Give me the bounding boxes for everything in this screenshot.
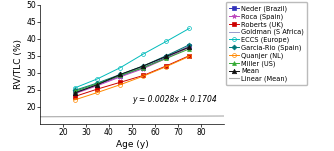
Y-axis label: RV/TLC (%): RV/TLC (%) bbox=[14, 39, 23, 89]
X-axis label: Age (y): Age (y) bbox=[116, 140, 148, 149]
Legend: Neder (Brazil), Roca (Spain), Roberts (UK), Goldman (S Africa), ECCS (Europe), G: Neder (Brazil), Roca (Spain), Roberts (U… bbox=[225, 2, 307, 85]
Text: y = 0.0028x + 0.1704: y = 0.0028x + 0.1704 bbox=[132, 95, 217, 104]
